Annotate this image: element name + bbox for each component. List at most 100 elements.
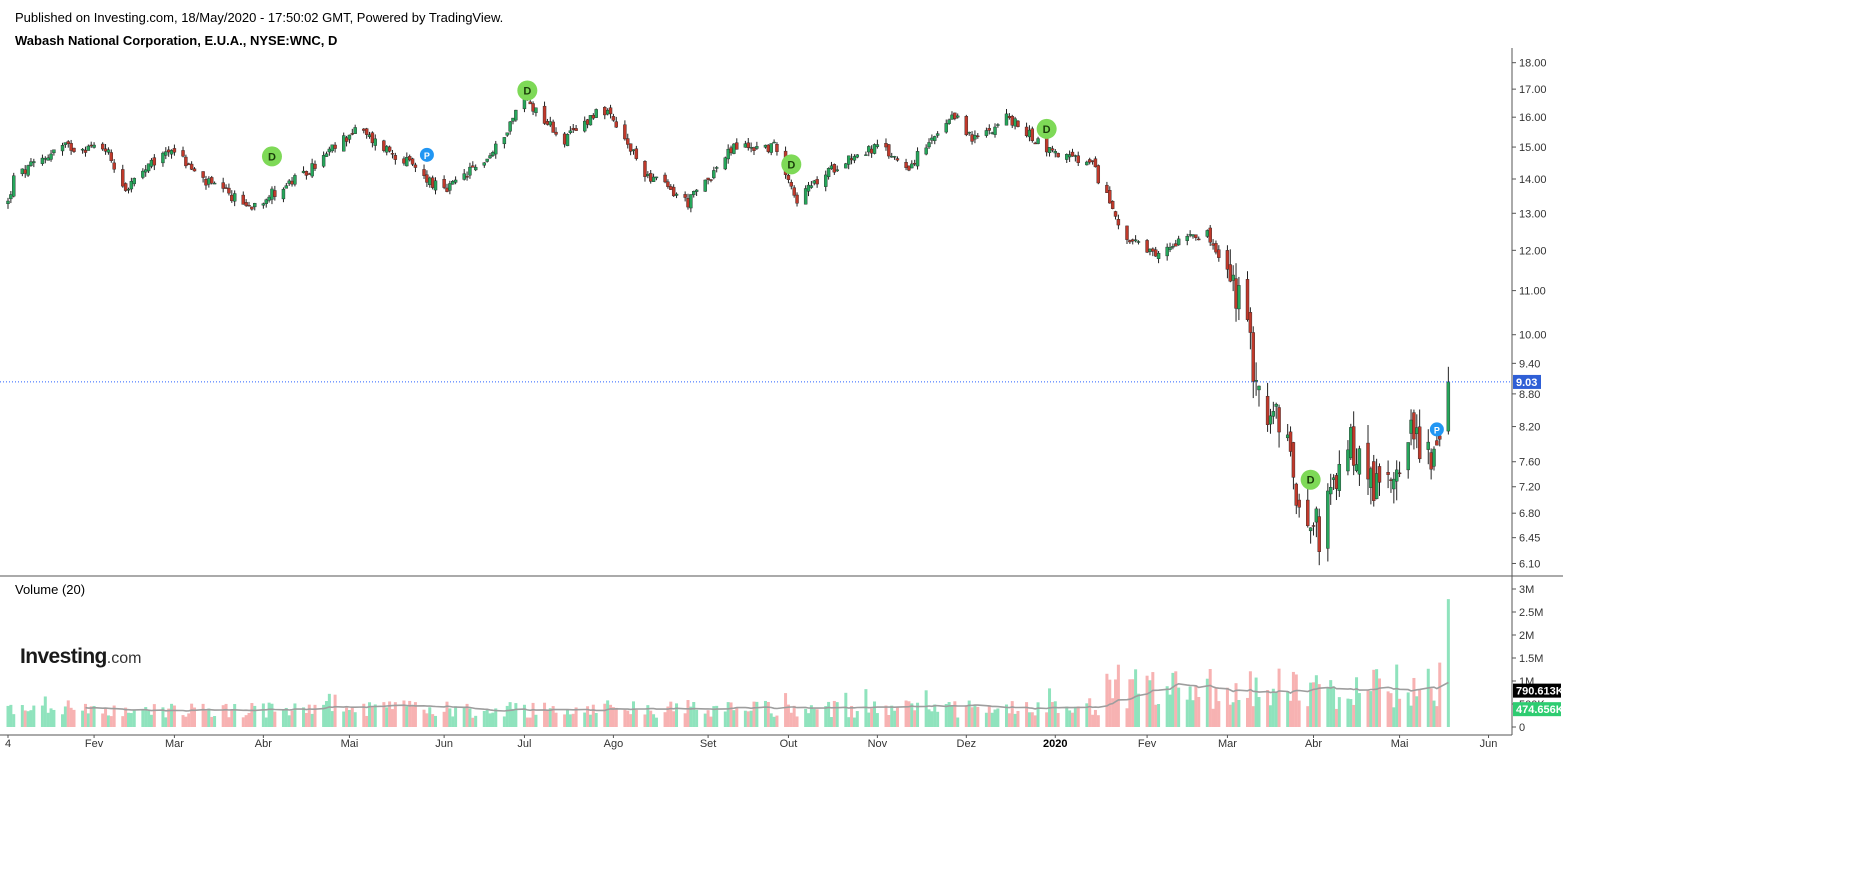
candle-body bbox=[565, 134, 570, 147]
volume-bar bbox=[170, 703, 174, 727]
candle-body bbox=[726, 148, 730, 160]
volume-bar bbox=[385, 707, 389, 727]
volume-bar bbox=[964, 705, 968, 727]
volume-bar bbox=[1254, 677, 1258, 727]
volume-bar bbox=[812, 708, 816, 727]
candle-body bbox=[1165, 246, 1169, 257]
candle-body bbox=[1369, 468, 1373, 488]
dividend-marker[interactable] bbox=[517, 80, 538, 101]
candle-body bbox=[192, 168, 197, 172]
candle-body bbox=[551, 121, 555, 133]
candle-body bbox=[694, 189, 699, 192]
candle-body bbox=[534, 107, 538, 113]
candle-body bbox=[588, 115, 593, 126]
candle-body bbox=[482, 162, 486, 166]
candle-body bbox=[123, 183, 128, 191]
candle-body bbox=[1007, 116, 1012, 118]
volume-bar bbox=[388, 701, 392, 727]
candle-body bbox=[324, 153, 329, 157]
volume-bar bbox=[511, 708, 515, 727]
candle-body bbox=[892, 156, 897, 158]
candle-body bbox=[430, 177, 435, 188]
volume-bar bbox=[1171, 672, 1175, 727]
candle-body bbox=[849, 158, 854, 161]
volume-bar bbox=[623, 709, 627, 727]
volume-bar bbox=[990, 712, 994, 727]
volume-bar bbox=[1432, 700, 1436, 727]
volume-bar bbox=[634, 709, 638, 727]
volume-bar bbox=[1010, 701, 1014, 727]
dividend-marker-label: D bbox=[523, 85, 531, 97]
volume-bar bbox=[313, 704, 317, 727]
volume-bar bbox=[594, 713, 598, 727]
volume-bar bbox=[652, 714, 656, 727]
candle-body bbox=[689, 194, 693, 209]
volume-bar bbox=[1266, 690, 1270, 727]
volume-bar bbox=[1091, 714, 1095, 727]
candle-body bbox=[1435, 440, 1439, 446]
candle-body bbox=[663, 174, 667, 183]
candle-body bbox=[956, 115, 960, 118]
volume-bar bbox=[290, 710, 294, 727]
candle-body bbox=[1308, 527, 1313, 532]
volume-bar bbox=[775, 715, 779, 727]
candle-body bbox=[1093, 158, 1098, 168]
candle-body bbox=[241, 194, 245, 205]
volume-bar bbox=[870, 708, 874, 727]
volume-bar bbox=[568, 714, 572, 727]
volume-bar bbox=[1309, 682, 1313, 727]
volume-bar bbox=[227, 717, 231, 727]
volume-bar bbox=[609, 704, 613, 727]
volume-bar bbox=[270, 703, 274, 727]
candle-body bbox=[350, 133, 355, 135]
volume-bar bbox=[795, 716, 799, 727]
candle-body bbox=[1131, 239, 1135, 242]
volume-bar bbox=[1268, 705, 1272, 727]
candle-body bbox=[829, 165, 834, 170]
volume-bar bbox=[49, 708, 53, 727]
candle-body bbox=[362, 128, 366, 131]
volume-bar bbox=[543, 702, 547, 727]
candle-body bbox=[608, 107, 613, 115]
volume-bar bbox=[586, 706, 590, 727]
candle-body bbox=[623, 124, 627, 140]
time-tick-label: Ago bbox=[604, 738, 624, 750]
volume-bar bbox=[666, 706, 670, 727]
logo-main: Investing bbox=[20, 645, 107, 668]
candle-body bbox=[907, 165, 911, 171]
volume-bar bbox=[144, 707, 148, 727]
earnings-marker[interactable] bbox=[1429, 422, 1444, 437]
time-tick-label: Jun bbox=[1480, 738, 1498, 750]
dividend-marker[interactable] bbox=[261, 146, 282, 167]
candle-body bbox=[12, 175, 16, 197]
candle-body bbox=[333, 144, 337, 149]
earnings-marker[interactable] bbox=[419, 147, 434, 162]
candle-body bbox=[1254, 380, 1258, 382]
candle-body bbox=[964, 116, 969, 136]
volume-bar bbox=[345, 707, 349, 727]
candle-body bbox=[267, 196, 271, 201]
volume-pane[interactable]: Volume (20) bbox=[6, 582, 1450, 727]
candle-body bbox=[669, 186, 673, 190]
volume-bar bbox=[1045, 712, 1049, 727]
dividend-marker[interactable] bbox=[1300, 469, 1321, 490]
volume-bar bbox=[494, 708, 498, 727]
dividend-marker[interactable] bbox=[781, 154, 802, 175]
volume-bar bbox=[362, 703, 366, 727]
candle-body bbox=[692, 190, 696, 196]
volume-bar bbox=[69, 707, 73, 727]
volume-bar bbox=[1418, 689, 1422, 727]
volume-bar bbox=[482, 710, 486, 727]
volume-bar bbox=[63, 706, 67, 727]
volume-bar bbox=[1352, 704, 1356, 727]
volume-bar bbox=[1246, 697, 1250, 727]
candle-body bbox=[1288, 431, 1293, 452]
price-pane[interactable] bbox=[6, 93, 1451, 566]
dividend-marker[interactable] bbox=[1036, 118, 1057, 139]
volume-bar bbox=[1234, 683, 1238, 727]
volume-bar bbox=[1225, 687, 1229, 727]
candle-body bbox=[187, 163, 191, 166]
volume-bar bbox=[867, 712, 871, 727]
candle-body bbox=[485, 158, 489, 162]
